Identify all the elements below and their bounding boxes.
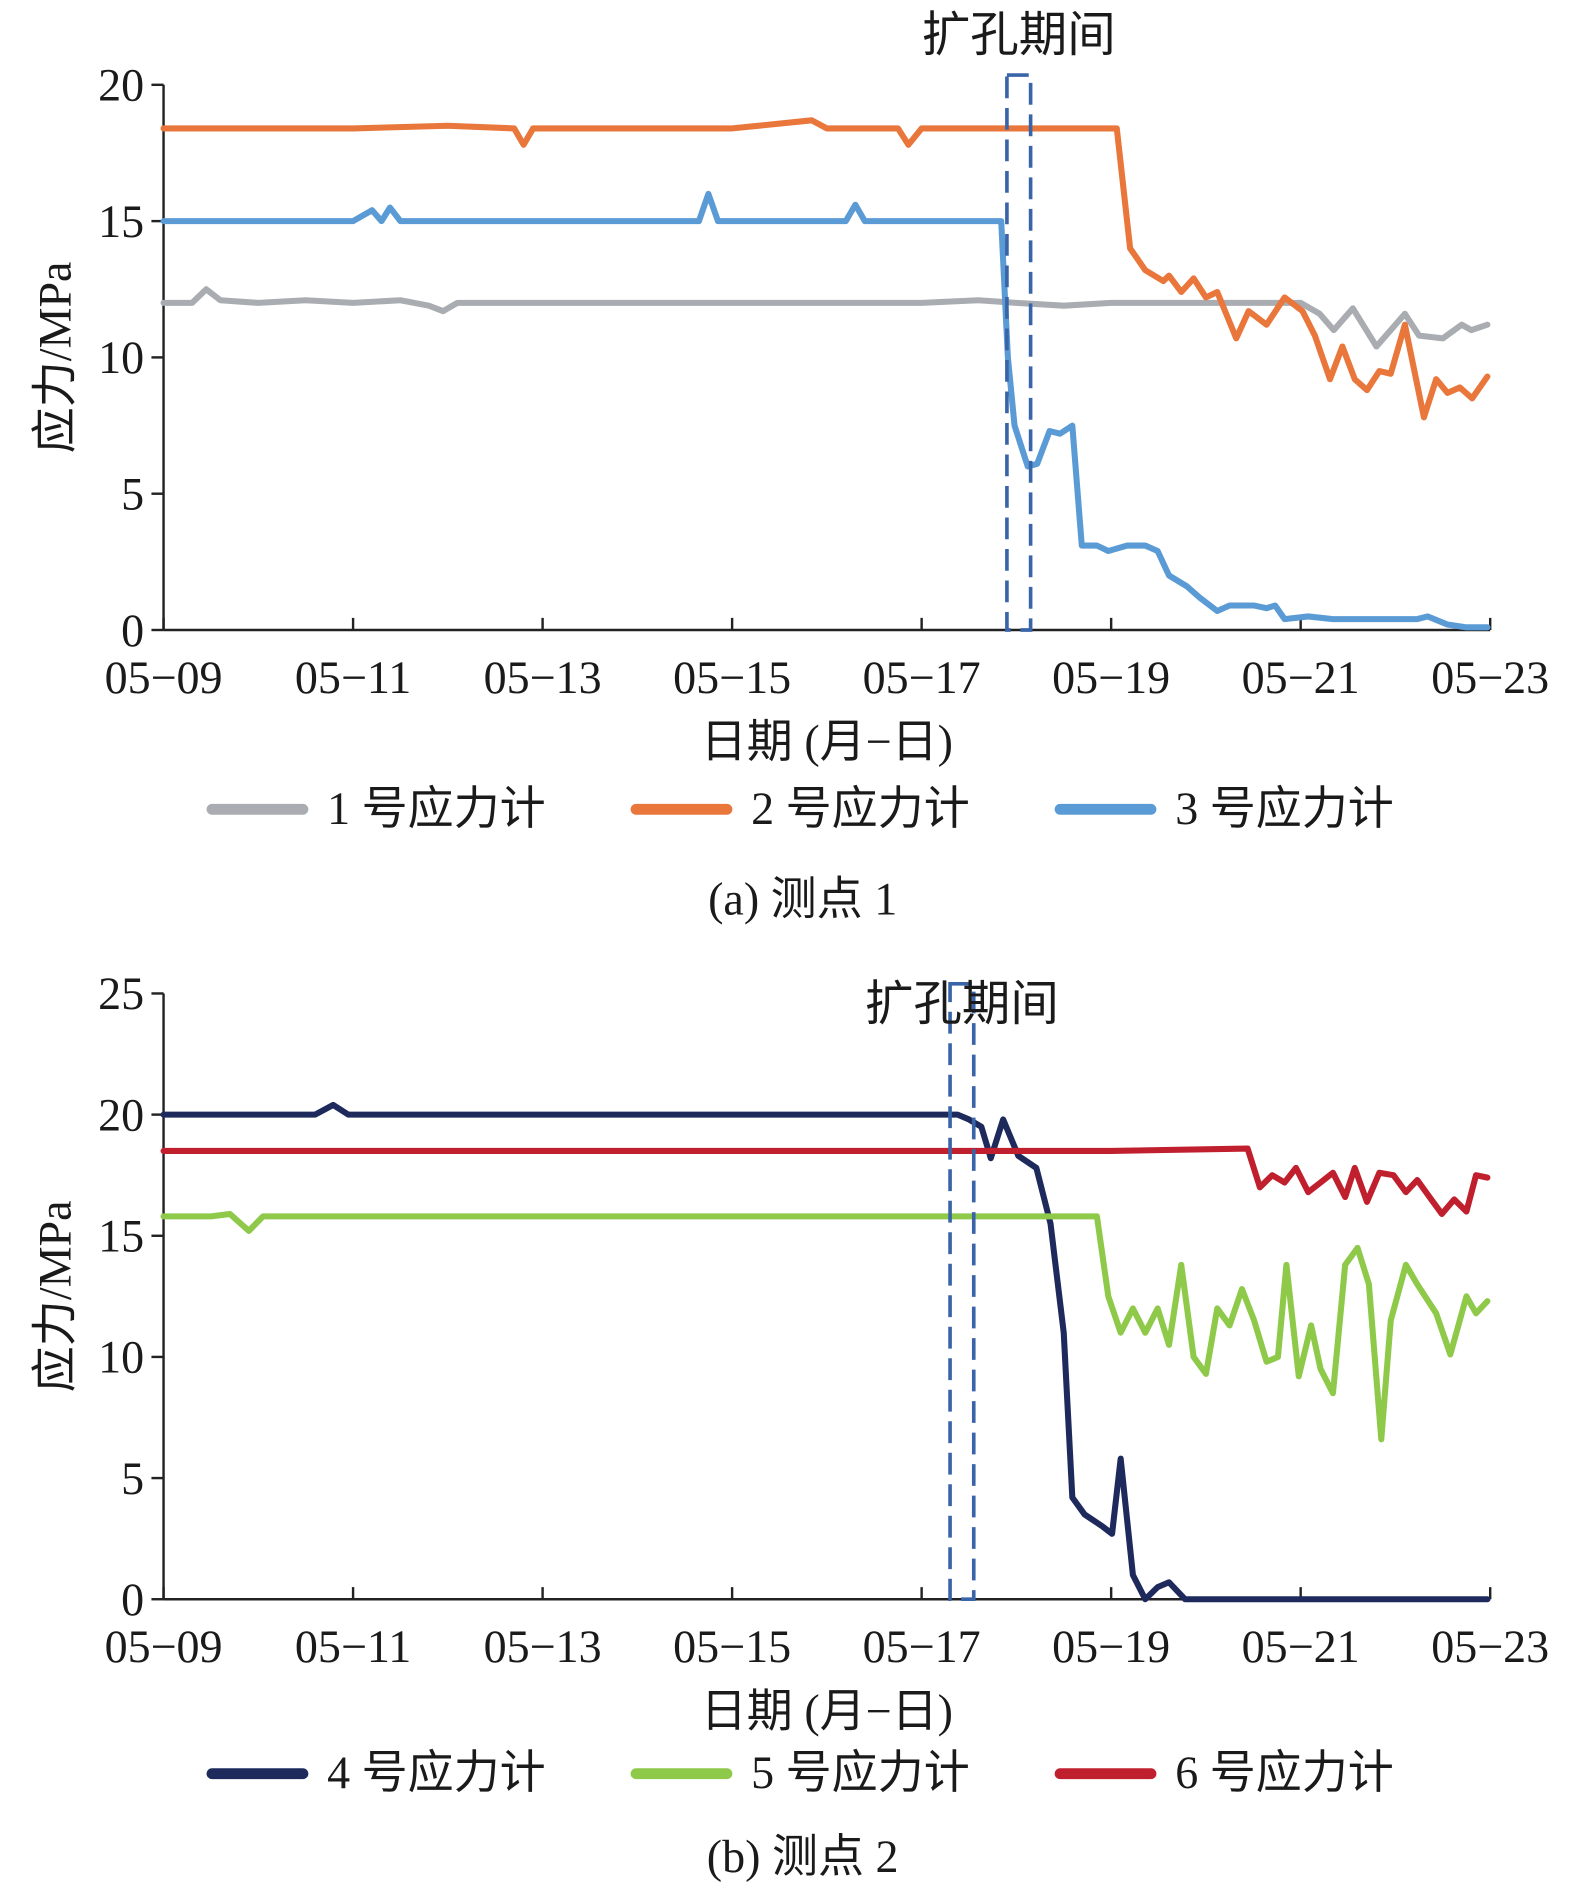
legend-label-1: 4 号应力计	[327, 1747, 546, 1798]
legend-label-1: 1 号应力计	[327, 783, 546, 834]
highlight-label: 扩孔期间	[865, 978, 1059, 1031]
x-tick-label: 05−19	[1052, 652, 1170, 703]
x-tick-label: 05−09	[105, 652, 223, 703]
x-tick-label: 05−21	[1242, 1621, 1360, 1672]
x-tick-label: 05−13	[484, 1621, 602, 1672]
x-tick-label: 05−23	[1431, 652, 1549, 703]
x-tick-label: 05−09	[105, 1621, 223, 1672]
x-tick-label: 05−17	[863, 652, 981, 703]
legend-label-3: 6 号应力计	[1175, 1747, 1394, 1798]
series-line-1	[160, 1101, 1491, 1603]
chart-a-measuring-point-1: 0 5 10 15 20 05−09 05−11 05−13 05−15 05−17 05−19 05…	[29, 9, 1549, 925]
chart-b-measuring-point-2: 0 5 10 15 20 25 05−09 05−11 05−13 05−15 05−17 05−19…	[29, 968, 1549, 1882]
x-axis-title: 日期 (月−日)	[701, 716, 953, 767]
x-axis-title: 日期 (月−日)	[701, 1685, 953, 1736]
x-tick-label: 05−17	[863, 1621, 981, 1672]
series-line-3	[160, 190, 1491, 631]
chart-caption: (a) 测点 1	[708, 874, 897, 925]
x-tick-label: 05−21	[1242, 652, 1360, 703]
y-tick-label: 20	[98, 1089, 144, 1140]
x-tick-label: 05−15	[673, 652, 791, 703]
series-line-2	[160, 1210, 1491, 1443]
x-tick-label: 05−11	[295, 652, 411, 703]
y-tick-label: 20	[98, 60, 144, 111]
highlight-label: 扩孔期间	[922, 9, 1116, 62]
y-tick-label: 0	[121, 605, 144, 656]
y-tick-label: 25	[98, 968, 144, 1019]
series-line-1	[160, 286, 1491, 350]
chart-caption: (b) 测点 2	[707, 1831, 899, 1882]
y-tick-label: 15	[98, 1211, 144, 1262]
legend-label-2: 5 号应力计	[751, 1747, 970, 1798]
series-line-2	[160, 117, 1491, 421]
highlight-period-box	[948, 981, 976, 1602]
x-tick-label: 05−13	[484, 652, 602, 703]
legend-label-2: 2 号应力计	[751, 783, 970, 834]
y-tick-label: 10	[98, 332, 144, 383]
y-axis-title: 应力/MPa	[29, 262, 80, 454]
series-line-3	[160, 1145, 1491, 1217]
x-tick-label: 05−23	[1431, 1621, 1549, 1672]
y-axis-title: 应力/MPa	[29, 1200, 80, 1392]
y-tick-label: 5	[121, 468, 144, 519]
highlight-period-box	[1005, 73, 1033, 632]
y-tick-label: 5	[121, 1453, 144, 1504]
y-tick-label: 0	[121, 1574, 144, 1625]
x-tick-label: 05−11	[295, 1621, 411, 1672]
y-tick-label: 10	[98, 1332, 144, 1383]
x-tick-label: 05−15	[673, 1621, 791, 1672]
y-tick-label: 15	[98, 196, 144, 247]
legend-label-3: 3 号应力计	[1175, 783, 1394, 834]
x-tick-label: 05−19	[1052, 1621, 1170, 1672]
